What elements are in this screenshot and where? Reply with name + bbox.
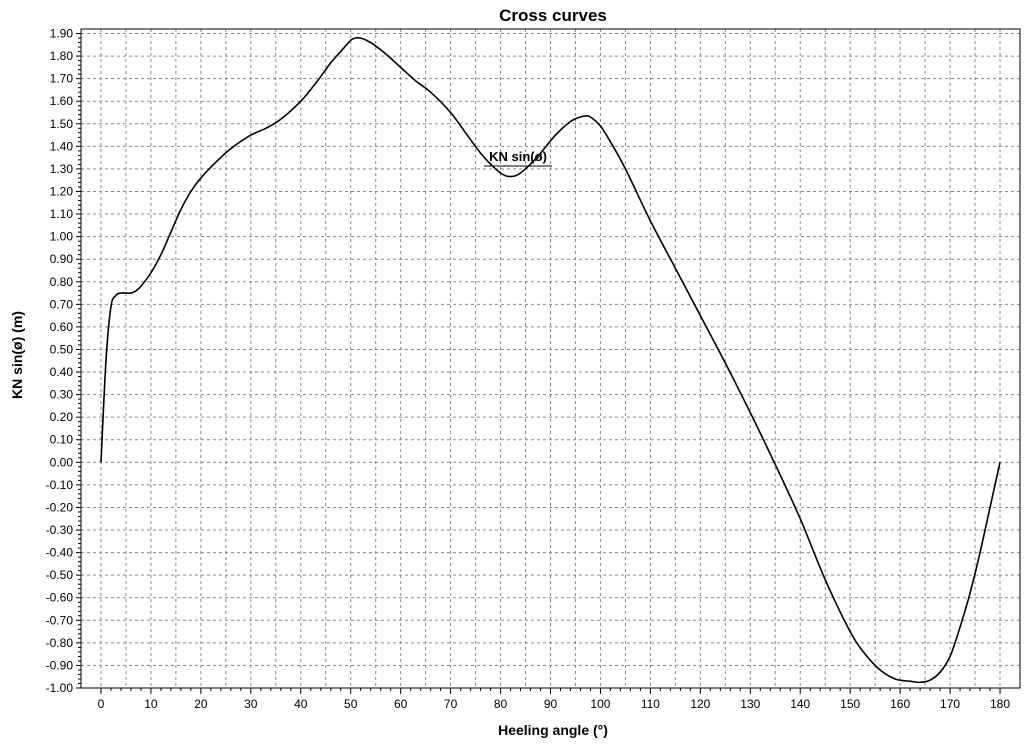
y-tick-label: 0.20 xyxy=(50,410,74,424)
x-tick-label: 170 xyxy=(940,697,960,711)
y-tick-label: -0.90 xyxy=(46,658,74,672)
y-tick-label: -0.40 xyxy=(46,546,74,560)
y-tick-label: 1.00 xyxy=(50,230,74,244)
y-tick-label: 1.50 xyxy=(50,117,74,131)
y-axis-label: KN sin(ø) (m) xyxy=(9,311,25,399)
y-tick-label: 0.40 xyxy=(50,365,74,379)
x-tick-label: 120 xyxy=(690,697,710,711)
y-tick-label: -1.00 xyxy=(46,681,74,695)
x-tick-label: 130 xyxy=(740,697,760,711)
x-tick-label: 50 xyxy=(344,697,358,711)
y-tick-label: 0.70 xyxy=(50,297,74,311)
x-tick-label: 100 xyxy=(590,697,610,711)
y-axis: 1.90 1.80 1.70 1.60 1.50 1.40 1.30 1.20 1.10 1.00… xyxy=(46,27,81,695)
y-tick-label: 1.90 xyxy=(50,27,74,41)
y-tick-label: 1.80 xyxy=(50,49,74,63)
y-tick-label: -0.10 xyxy=(46,478,74,492)
x-tick-label: 10 xyxy=(144,697,158,711)
grid xyxy=(81,29,1020,689)
y-tick-label: 1.10 xyxy=(50,207,74,221)
y-tick-label: 0.30 xyxy=(50,388,74,402)
y-tick-label: 1.30 xyxy=(50,162,74,176)
y-tick-label: 0.50 xyxy=(50,342,74,356)
y-tick-label: 0.60 xyxy=(50,320,74,334)
x-tick-label: 90 xyxy=(544,697,558,711)
y-tick-label: 0.90 xyxy=(50,252,74,266)
y-tick-label: -0.80 xyxy=(46,636,74,650)
x-tick-label: 110 xyxy=(641,697,660,711)
x-tick-label: 160 xyxy=(890,697,910,711)
y-tick-label: -0.50 xyxy=(46,568,74,582)
x-tick-label: 180 xyxy=(990,697,1010,711)
y-tick-label: 0.10 xyxy=(50,433,74,447)
x-tick-label: 70 xyxy=(444,697,458,711)
x-tick-label: 20 xyxy=(194,697,208,711)
annotation-layer: KN sin(ø) xyxy=(484,149,553,167)
x-tick-label: 40 xyxy=(294,697,308,711)
chart-title: Cross curves xyxy=(499,6,607,25)
y-tick-label: 0.80 xyxy=(50,275,74,289)
x-tick-label: 150 xyxy=(840,697,860,711)
x-tick-label: 60 xyxy=(394,697,408,711)
y-tick-label: 1.70 xyxy=(50,72,74,86)
y-tick-label: 1.60 xyxy=(50,94,74,108)
x-tick-label: 0 xyxy=(98,697,105,711)
y-tick-label: 0.00 xyxy=(50,455,74,469)
y-tick-label: -0.30 xyxy=(46,523,74,537)
series-line-kn-sin xyxy=(100,36,1001,684)
x-axis-label: Heeling angle (°) xyxy=(498,722,608,738)
x-tick-label: 140 xyxy=(790,697,810,711)
series-layer xyxy=(100,36,1001,684)
x-axis: 0 10 20 30 40 50 60 70 80 90 100 110 120 130 140 150 160… xyxy=(98,688,1010,711)
y-tick-label: -0.70 xyxy=(46,613,74,627)
x-tick-label: 80 xyxy=(494,697,508,711)
series-annotation-label: KN sin(ø) xyxy=(489,149,547,164)
y-tick-label: 1.40 xyxy=(50,139,74,153)
y-tick-label: -0.20 xyxy=(46,500,74,514)
x-tick-label: 30 xyxy=(244,697,258,711)
y-tick-label: 1.20 xyxy=(50,184,74,198)
y-tick-label: -0.60 xyxy=(46,591,74,605)
